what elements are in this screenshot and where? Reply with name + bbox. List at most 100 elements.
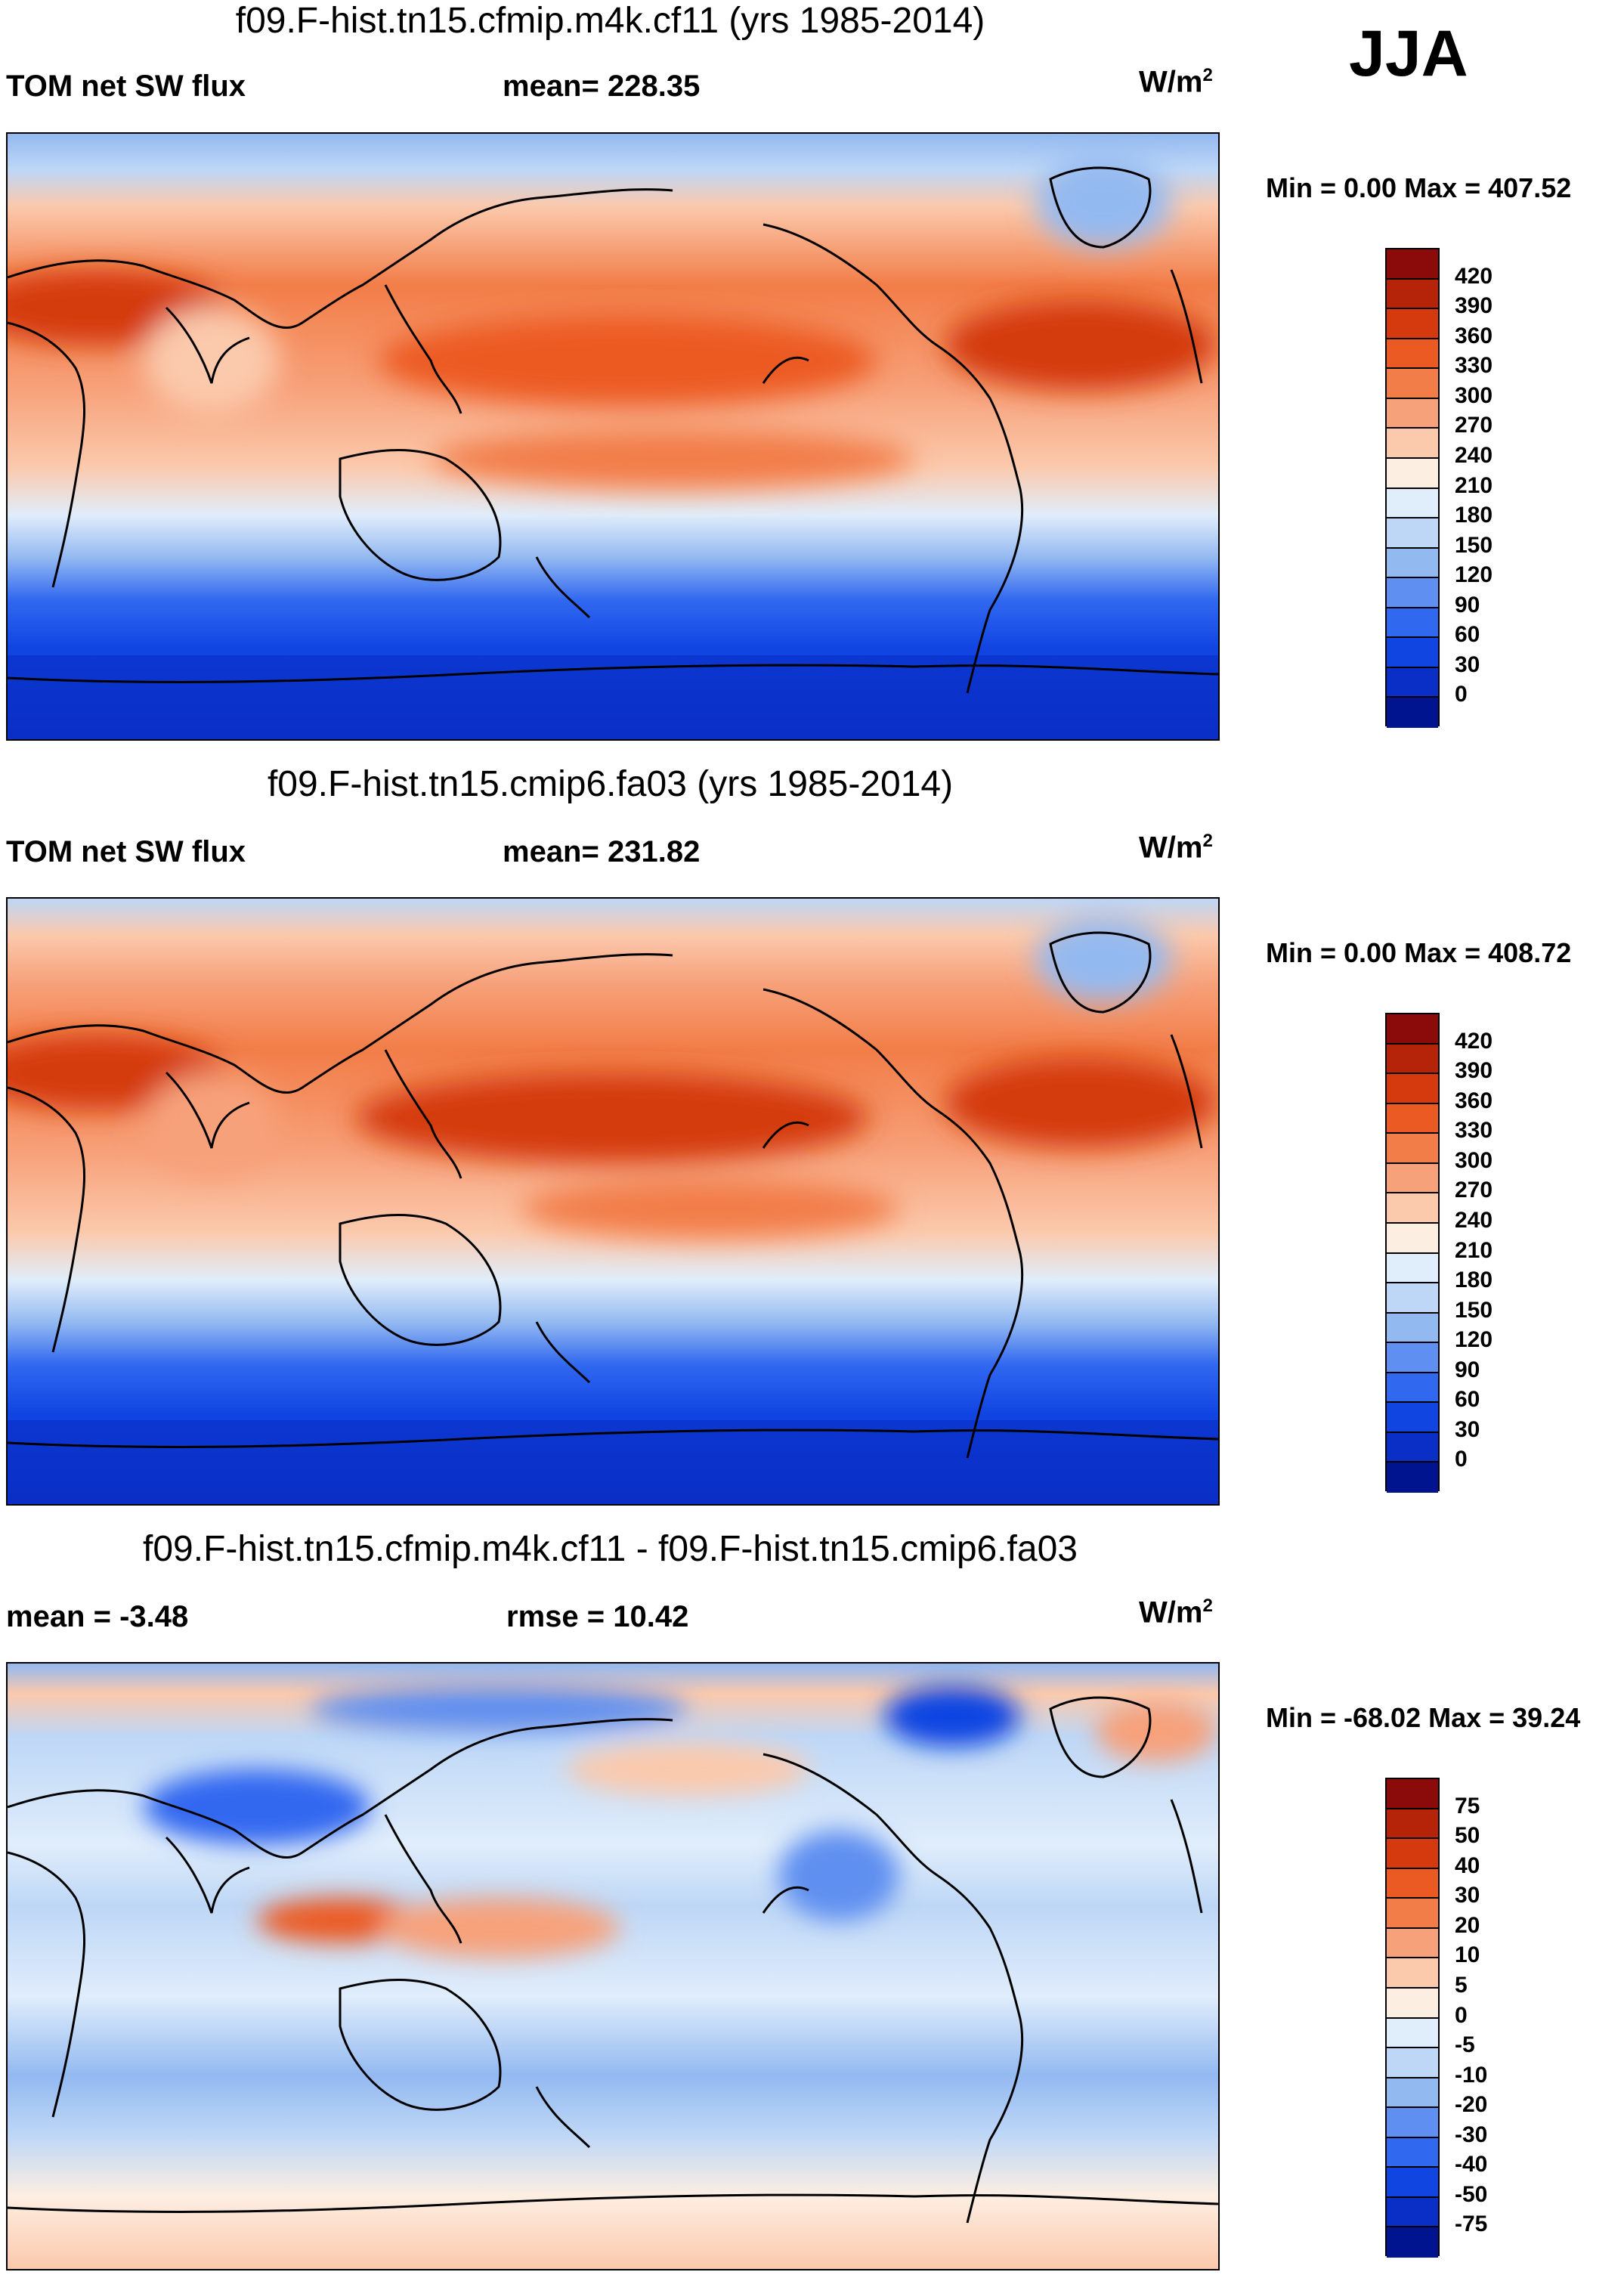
panel-3-colorbar-segment [1387,2227,1438,2258]
panel-1-atlantic-max [945,300,1217,391]
panel-2-colorbar-tick-label: 240 [1455,1207,1493,1233]
panel-1-colorbar-tick-label: 240 [1455,442,1493,468]
panel-2-colorbar-tick-label: 300 [1455,1147,1493,1173]
panel-2-colorbar-segment [1387,1014,1438,1045]
panel-3-mean-label: mean = -3.48 [6,1600,189,1633]
panel-3-coastlines [8,1696,1218,2224]
panel-1-colorbar [1385,248,1440,728]
panel-3-arctic-negative [310,1686,688,1732]
panel-1-colorbar-segment [1387,638,1438,668]
panel-2-coastlines [8,931,1218,1459]
panel-3-eurasia-positive [567,1743,809,1796]
panel-2-colorbar-tick-label: 150 [1455,1297,1493,1323]
panel-1-colorbar-segment [1387,339,1438,370]
panel-3-colorbar-tick-label: -50 [1455,2181,1488,2207]
panel-1-title: f09.F-hist.tn15.cfmip.m4k.cf11 (yrs 1985… [235,1,985,41]
panel-2-colorbar-segment [1387,1223,1438,1254]
panel-1-colorbar-segment [1387,458,1438,489]
panel-2-colorbar-tick-label: 390 [1455,1058,1493,1084]
panel-2-colorbar-tick-label: 60 [1455,1387,1480,1413]
panel-1-colorbar-segment [1387,667,1438,698]
panel-2-map-svg [8,899,1218,1504]
panel-3-colorbar-segment [1387,1809,1438,1840]
panel-3-colorbar-tick-label: 20 [1455,1912,1480,1938]
panel-1-mean-label: mean= 228.35 [503,70,701,103]
panel-1-colorbar-segment [1387,518,1438,549]
panel-3-rmse-label: rmse = 10.42 [506,1600,689,1633]
panel-1-colorbar-tick-label: 210 [1455,472,1493,498]
panel-1-colorbar-segment [1387,429,1438,459]
panel-2-minmax: Min = 0.00 Max = 408.72 [1266,937,1572,968]
panel-3-colorbar-tick-label: -5 [1455,2032,1475,2058]
panel-2-colorbar-tick-label: 180 [1455,1268,1493,1293]
panel-1-colorbar-segment [1387,249,1438,280]
panel-1-coastlines [8,166,1218,694]
panel-3-title: f09.F-hist.tn15.cfmip.m4k.cf11 - f09.F-h… [143,1529,1078,1569]
panel-3-colorbar-segment [1387,2197,1438,2228]
panel-1-map-svg [8,134,1218,739]
panel-1-colorbar-tick-label: 360 [1455,323,1493,348]
panel-2-colorbar-segment [1387,1103,1438,1134]
panel-3-colorbar-tick-label: 0 [1455,2002,1468,2028]
panel-1-colorbar-segment [1387,608,1438,639]
panel-3-asia-negative [144,1769,370,1845]
panel-2-colorbar-tick-label: 330 [1455,1118,1493,1144]
panel-2-atlantic-max [945,1057,1217,1148]
panel-2-colorbar-segment [1387,1283,1438,1314]
panel-2-india [144,1072,280,1178]
panel-3-colorbar-segment [1387,2018,1438,2049]
panel-2-colorbar-tick-label: 90 [1455,1357,1480,1382]
panel-1-colorbar-tick-label: 390 [1455,293,1493,319]
panel-2-variable-label: TOM net SW flux [6,835,246,868]
panel-2-colorbar-segment [1387,1373,1438,1404]
panel-1-units: W/m2 [1139,65,1213,99]
panel-1-colorbar-segment [1387,698,1438,728]
panel-3-colorbar-segment [1387,1868,1438,1899]
panel-3-map [6,1662,1220,2270]
panel-1-southern-ocean-band [8,655,1218,739]
panel-2-colorbar-segment [1387,1074,1438,1104]
panel-3-colorbar-labels: 75 50 40 30 20 10 5 0 -5 -10 -20 -30 -40 -50 -75 [1455,1778,1606,2256]
panel-2-colorbar-tick-label: 420 [1455,1028,1493,1054]
panel-2-mean-label: mean= 231.82 [503,835,701,868]
panel-1-colorbar-segment [1387,398,1438,429]
panel-1-colorbar-tick-label: 420 [1455,263,1493,289]
panel-2-colorbar [1385,1013,1440,1493]
panel-3-colorbar-segment [1387,1899,1438,1929]
panel-1-colorbar-segment [1387,488,1438,519]
panel-3-units: W/m2 [1139,1596,1213,1630]
panel-2-colorbar-tick-label: 30 [1455,1416,1480,1442]
panel-1-colorbar-tick-label: 30 [1455,652,1480,677]
panel-1-pacific-max [378,315,877,406]
panel-3-colorbar-tick-label: 10 [1455,1942,1480,1968]
panel-2-colorbar-segment [1387,1432,1438,1463]
panel-2-colorbar-labels: 420 390 360 330 300 270 240 210 180 150 120 90 60 30 0 [1455,1013,1606,1491]
panel-3-colorbar-tick-label: 40 [1455,1852,1480,1878]
panel-1-south-pacific [431,429,914,489]
panel-2-colorbar-segment [1387,1313,1438,1344]
panel-3-pacific-positive [378,1898,620,1958]
panel-3-colorbar-tick-label: 5 [1455,1972,1468,1998]
panel-2-colorbar-segment [1387,1403,1438,1433]
panel-2-title: f09.F-hist.tn15.cmip6.fa03 (yrs 1985-201… [267,764,954,804]
panel-2-colorbar-tick-label: 0 [1455,1447,1468,1472]
panel-2-units: W/m2 [1139,831,1213,865]
panel-2-colorbar-segment [1387,1163,1438,1194]
panel-1-colorbar-tick-label: 60 [1455,622,1480,648]
panel-3-colorbar-segment [1387,1928,1438,1959]
panel-2-colorbar-segment [1387,1343,1438,1373]
panel-3-america-negative [778,1830,899,1921]
panel-3-colorbar-segment [1387,1839,1438,1869]
panel-1-colorbar-tick-label: 330 [1455,353,1493,379]
panel-2-colorbar-segment [1387,1044,1438,1075]
panel-1-map [6,132,1220,741]
panel-2-colorbar-tick-label: 360 [1455,1088,1493,1113]
panel-1-colorbar-tick-label: 90 [1455,592,1480,618]
panel-2-colorbar-tick-label: 120 [1455,1327,1493,1353]
panel-1-colorbar-tick-label: 270 [1455,413,1493,438]
panel-2-southern-ocean-band [8,1420,1218,1504]
panel-3-colorbar-segment [1387,1779,1438,1809]
panel-3-colorbar-segment [1387,1958,1438,1989]
panel-2-colorbar-tick-label: 210 [1455,1237,1493,1263]
panel-2-map [6,897,1220,1506]
